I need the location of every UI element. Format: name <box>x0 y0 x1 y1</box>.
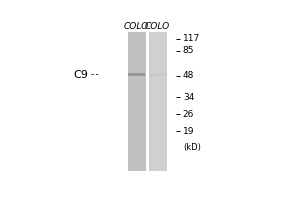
Bar <box>128 32 145 170</box>
Text: 26: 26 <box>183 110 194 119</box>
Text: --: -- <box>90 70 101 79</box>
Text: COLO: COLO <box>124 22 149 31</box>
Bar <box>148 32 166 170</box>
Text: (kD): (kD) <box>183 143 201 152</box>
Text: COLO: COLO <box>145 22 170 31</box>
Text: 85: 85 <box>183 46 194 55</box>
Text: 117: 117 <box>183 34 200 43</box>
Text: 34: 34 <box>183 93 194 102</box>
Bar <box>128 73 145 76</box>
Text: 48: 48 <box>183 71 194 80</box>
Bar <box>148 73 166 76</box>
Text: C9: C9 <box>74 70 89 80</box>
Text: 19: 19 <box>183 127 194 136</box>
